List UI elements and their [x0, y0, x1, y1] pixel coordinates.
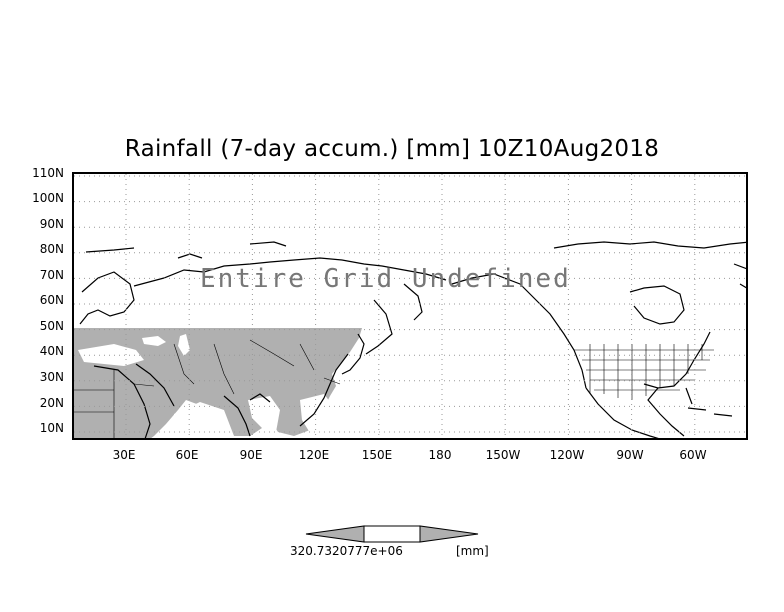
lon-label-150e: 150E [361, 448, 393, 462]
lon-label-60w: 60W [679, 448, 707, 462]
china-coast [299, 353, 349, 427]
map-canvas [74, 174, 746, 438]
lat-label-40n: 40N [39, 344, 64, 358]
mediterranean [78, 344, 144, 366]
alaska-coast [451, 273, 587, 389]
colorbar-value-label: 320.7320777e+06 [290, 544, 403, 558]
arctic-islands [85, 241, 287, 259]
india-coast [223, 393, 271, 437]
lat-label-60n: 60N [39, 293, 64, 307]
us-state-borders [574, 344, 714, 400]
japan-coast [341, 333, 365, 375]
colorbar-segment [363, 525, 421, 543]
colorbar-left-arrow [305, 525, 365, 543]
lon-label-60e: 60E [175, 448, 199, 462]
lon-label-120e: 120E [298, 448, 330, 462]
lon-label-150w: 150W [485, 448, 521, 462]
lat-label-30n: 30N [39, 370, 64, 384]
colorbar-unit-label: [mm] [456, 544, 489, 558]
data-region [74, 328, 362, 438]
south-china-sea [300, 394, 336, 436]
caribbean-islands [687, 407, 733, 417]
mexico-coast [585, 387, 659, 438]
lat-label-20n: 20N [39, 396, 64, 410]
lon-label-180: 180 [428, 448, 452, 462]
arabia-coast [93, 363, 175, 438]
lat-label-110n: 110N [32, 166, 64, 180]
lon-label-90w: 90W [616, 448, 644, 462]
kamchatka-coast [365, 283, 423, 355]
greenland-tip [733, 263, 746, 289]
lat-label-50n: 50N [39, 319, 64, 333]
lon-label-120w: 120W [549, 448, 585, 462]
bay-of-bengal [248, 396, 280, 432]
map-title: Rainfall (7-day accum.) [mm] 10Z10Aug201… [124, 136, 660, 162]
lon-label-30e: 30E [112, 448, 136, 462]
arctic-russia-coast [133, 257, 447, 287]
colorbar-right-arrow [419, 525, 479, 543]
undefined-grid-message: Entire Grid Undefined [200, 264, 571, 294]
scandinavia-coast [79, 271, 135, 325]
lat-label-80n: 80N [39, 242, 64, 256]
coastlines [79, 241, 746, 438]
lat-label-90n: 90N [39, 217, 64, 231]
hudson-bay-coast [629, 285, 685, 325]
us-east-coast [643, 331, 711, 437]
lat-label-100n: 100N [32, 191, 64, 205]
lat-label-70n: 70N [39, 268, 64, 282]
black-caspian-sea [142, 336, 166, 346]
lat-label-10n: 10N [39, 421, 64, 435]
caspian-sea [178, 334, 190, 356]
lon-label-90e: 90E [239, 448, 263, 462]
map-panel [72, 172, 748, 440]
canada-arctic-coast [553, 241, 746, 249]
